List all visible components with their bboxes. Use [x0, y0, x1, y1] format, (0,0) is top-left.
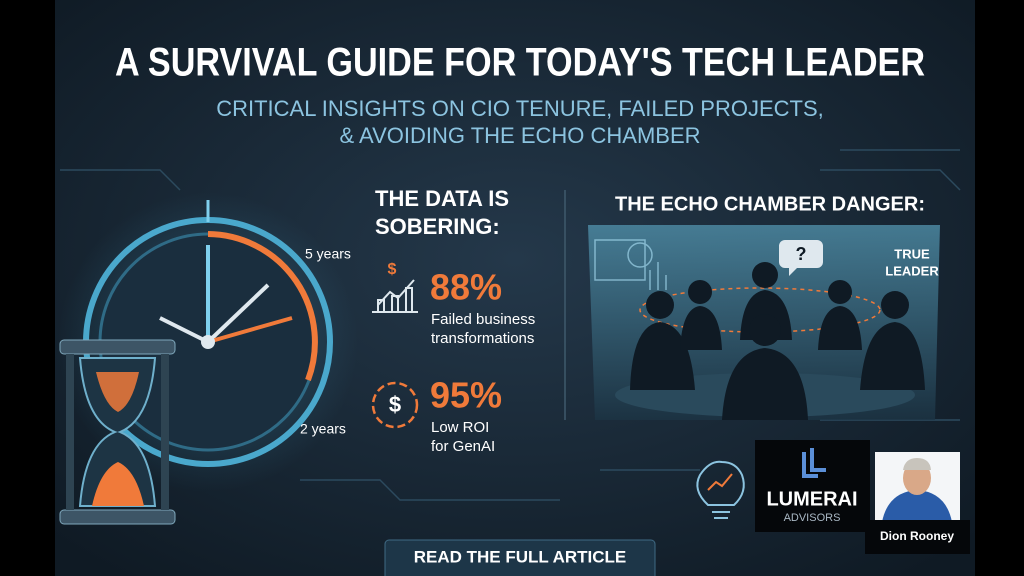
section-heading: THE ECHO CHAMBER DANGER:: [615, 193, 925, 215]
button-label[interactable]: READ THE FULL ARTICLE: [414, 547, 627, 566]
stat-icon: $: [388, 261, 397, 278]
coin-icon: [371, 381, 419, 429]
person-photo: [875, 452, 960, 522]
leader-label: TRUE: [894, 246, 930, 261]
question-mark: ?: [796, 244, 807, 264]
clock-label: 5 years: [305, 246, 351, 262]
meeting-scene: [588, 225, 940, 420]
stat-caption: for GenAI: [431, 438, 495, 455]
stat-value: 88%: [430, 267, 502, 308]
bulb-icon: [696, 460, 745, 519]
stat-caption: Failed business: [431, 311, 535, 328]
leader-label: LEADER: [885, 263, 939, 278]
title: A SURVIVAL GUIDE FOR TODAY'S TECH LEADER: [115, 41, 925, 85]
name-box: [865, 520, 970, 554]
growth-icon: [372, 279, 418, 313]
stat-caption: Low ROI: [431, 419, 489, 436]
hourglass: [59, 339, 176, 525]
logo-tagline: ADVISORS: [784, 512, 841, 524]
read-article-button[interactable]: READ THE FULL ARTICLE: [384, 539, 656, 576]
logo-mark: [802, 448, 826, 478]
logo-name: LUMERAI: [766, 488, 857, 510]
clock-label: 2 years: [300, 421, 346, 437]
stat-caption: transformations: [431, 330, 534, 347]
person-name: Dion Rooney: [880, 529, 954, 543]
section-heading: SOBERING:: [375, 214, 500, 239]
subtitle: CRITICAL INSIGHTS ON CIO TENURE, FAILED …: [216, 96, 824, 121]
subtitle: & AVOIDING THE ECHO CHAMBER: [339, 123, 700, 148]
section-heading: THE DATA IS: [375, 186, 509, 211]
button-background[interactable]: [384, 539, 656, 576]
stat-value: 95%: [430, 375, 502, 416]
stat-icon: $: [389, 392, 401, 417]
